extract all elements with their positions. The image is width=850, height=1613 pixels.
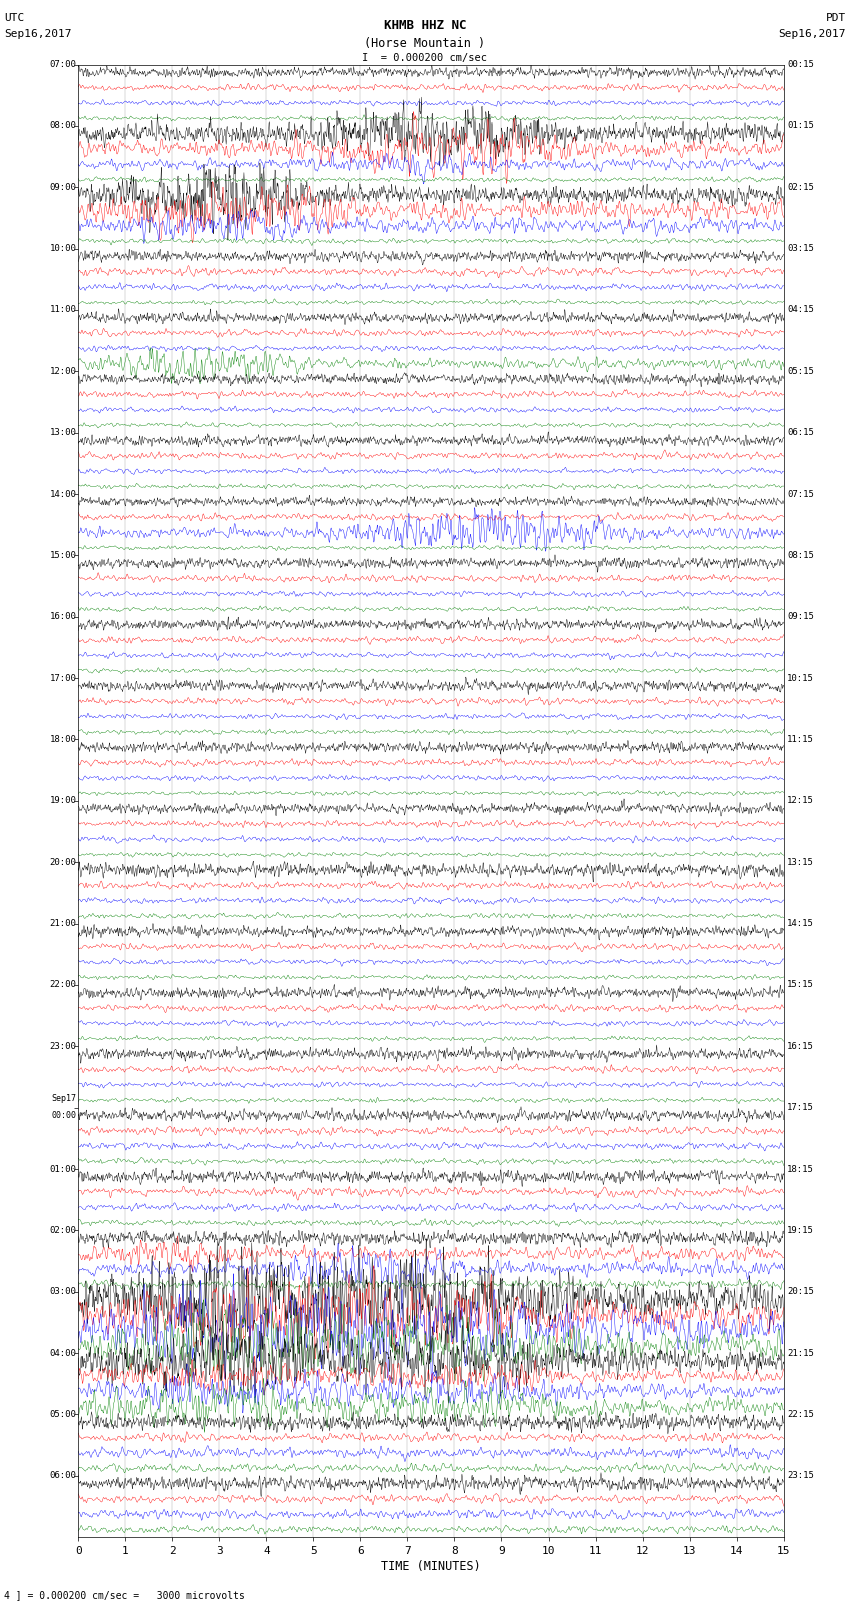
Text: 12:00: 12:00 xyxy=(50,366,76,376)
Text: 08:00: 08:00 xyxy=(50,121,76,131)
Text: 14:15: 14:15 xyxy=(787,919,814,927)
Text: PDT: PDT xyxy=(825,13,846,23)
X-axis label: TIME (MINUTES): TIME (MINUTES) xyxy=(381,1560,481,1573)
Text: 15:00: 15:00 xyxy=(50,552,76,560)
Text: 18:15: 18:15 xyxy=(787,1165,814,1174)
Text: UTC: UTC xyxy=(4,13,25,23)
Text: 23:00: 23:00 xyxy=(50,1042,76,1050)
Text: 04:00: 04:00 xyxy=(50,1348,76,1358)
Text: 16:15: 16:15 xyxy=(787,1042,814,1050)
Text: 22:00: 22:00 xyxy=(50,981,76,989)
Text: 09:00: 09:00 xyxy=(50,182,76,192)
Text: 4 ] = 0.000200 cm/sec =   3000 microvolts: 4 ] = 0.000200 cm/sec = 3000 microvolts xyxy=(4,1590,245,1600)
Text: 18:00: 18:00 xyxy=(50,736,76,744)
Text: 05:15: 05:15 xyxy=(787,366,814,376)
Text: Sep17: Sep17 xyxy=(52,1094,76,1103)
Text: 15:15: 15:15 xyxy=(787,981,814,989)
Text: Sep16,2017: Sep16,2017 xyxy=(4,29,71,39)
Text: 11:00: 11:00 xyxy=(50,305,76,315)
Text: 04:15: 04:15 xyxy=(787,305,814,315)
Text: 21:15: 21:15 xyxy=(787,1348,814,1358)
Text: 10:00: 10:00 xyxy=(50,244,76,253)
Text: 13:15: 13:15 xyxy=(787,858,814,866)
Text: 07:00: 07:00 xyxy=(50,60,76,69)
Text: 22:15: 22:15 xyxy=(787,1410,814,1419)
Text: 09:15: 09:15 xyxy=(787,613,814,621)
Text: 00:15: 00:15 xyxy=(787,60,814,69)
Text: 01:15: 01:15 xyxy=(787,121,814,131)
Text: 11:15: 11:15 xyxy=(787,736,814,744)
Text: 05:00: 05:00 xyxy=(50,1410,76,1419)
Text: 21:00: 21:00 xyxy=(50,919,76,927)
Text: 12:15: 12:15 xyxy=(787,797,814,805)
Text: 13:00: 13:00 xyxy=(50,427,76,437)
Text: 01:00: 01:00 xyxy=(50,1165,76,1174)
Text: 03:15: 03:15 xyxy=(787,244,814,253)
Text: 19:15: 19:15 xyxy=(787,1226,814,1236)
Text: 08:15: 08:15 xyxy=(787,552,814,560)
Text: 06:00: 06:00 xyxy=(50,1471,76,1481)
Text: 07:15: 07:15 xyxy=(787,490,814,498)
Text: (Horse Mountain ): (Horse Mountain ) xyxy=(365,37,485,50)
Text: 19:00: 19:00 xyxy=(50,797,76,805)
Text: 16:00: 16:00 xyxy=(50,613,76,621)
Text: 02:15: 02:15 xyxy=(787,182,814,192)
Text: KHMB HHZ NC: KHMB HHZ NC xyxy=(383,19,467,32)
Text: 14:00: 14:00 xyxy=(50,490,76,498)
Text: 20:15: 20:15 xyxy=(787,1287,814,1297)
Text: 03:00: 03:00 xyxy=(50,1287,76,1297)
Text: 23:15: 23:15 xyxy=(787,1471,814,1481)
Text: 10:15: 10:15 xyxy=(787,674,814,682)
Text: 17:00: 17:00 xyxy=(50,674,76,682)
Text: 02:00: 02:00 xyxy=(50,1226,76,1236)
Text: 00:00: 00:00 xyxy=(52,1111,76,1119)
Text: I  = 0.000200 cm/sec: I = 0.000200 cm/sec xyxy=(362,53,488,63)
Text: 17:15: 17:15 xyxy=(787,1103,814,1111)
Text: Sep16,2017: Sep16,2017 xyxy=(779,29,846,39)
Text: 06:15: 06:15 xyxy=(787,427,814,437)
Text: 20:00: 20:00 xyxy=(50,858,76,866)
